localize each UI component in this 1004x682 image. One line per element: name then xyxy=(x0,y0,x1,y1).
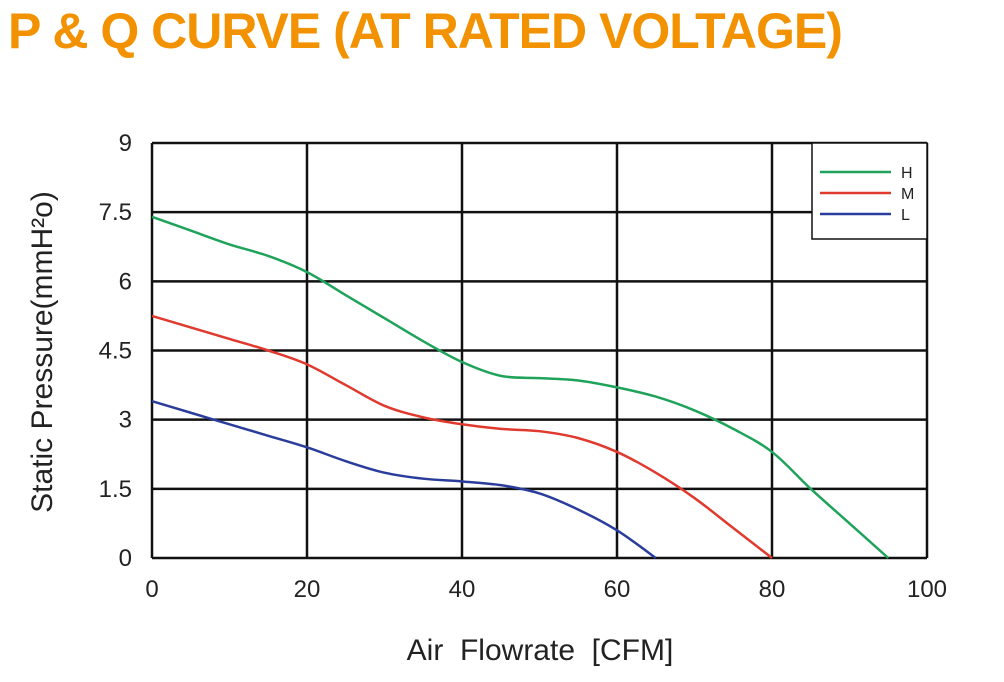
x-tick-label: 100 xyxy=(907,576,947,603)
y-tick-label: 9 xyxy=(119,130,132,157)
y-tick-label: 4.5 xyxy=(99,338,132,365)
chart-title: P & Q CURVE (AT RATED VOLTAGE) xyxy=(8,3,843,59)
x-tick-label: 80 xyxy=(759,576,786,603)
y-tick-label: 0 xyxy=(119,545,132,572)
y-axis-label: Static Pressure(mmH²o) xyxy=(26,191,59,513)
x-axis-label: Air Flowrate [CFM] xyxy=(407,634,674,667)
legend-box xyxy=(811,142,928,240)
legend-entries: HML xyxy=(820,165,914,224)
grid xyxy=(150,141,929,560)
series-lines xyxy=(151,215,890,560)
x-tick-label: 40 xyxy=(449,576,476,603)
legend: HML xyxy=(811,142,928,240)
legend-label-h: H xyxy=(901,165,913,182)
x-tick-labels: 0 20 40 60 80 100 xyxy=(145,576,947,603)
series-line-h xyxy=(151,215,890,559)
x-tick-label: 0 xyxy=(145,576,158,603)
legend-label-l: L xyxy=(901,207,910,224)
y-tick-labels: 0 1.5 3 4.5 6 7.5 9 xyxy=(99,130,132,572)
y-tick-label: 6 xyxy=(119,268,132,295)
y-tick-label: 3 xyxy=(119,407,132,434)
series-line-m xyxy=(151,314,773,559)
x-tick-label: 20 xyxy=(294,576,321,603)
legend-label-m: M xyxy=(901,186,914,203)
x-tick-label: 60 xyxy=(604,576,631,603)
series-line-l xyxy=(151,400,657,560)
y-tick-label: 1.5 xyxy=(99,476,132,503)
y-tick-label: 7.5 xyxy=(99,199,132,226)
